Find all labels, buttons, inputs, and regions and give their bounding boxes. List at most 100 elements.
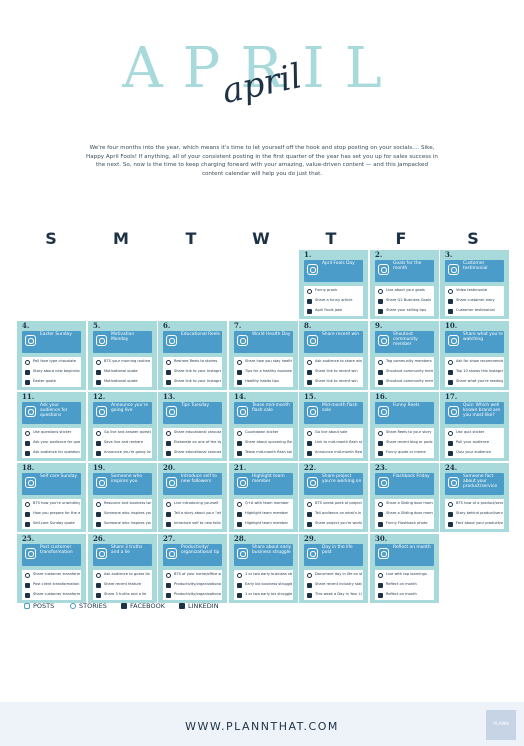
sub-item[interactable]: Share your selling tips	[375, 306, 434, 316]
sub-item[interactable]: Story about new beginnings	[22, 367, 81, 377]
sub-item[interactable]: Share customer transformation	[22, 590, 81, 600]
post-card[interactable]: Customer testimonial	[445, 260, 504, 282]
sub-item[interactable]: Tell a story about your "why"	[163, 509, 222, 519]
sub-item[interactable]: Early biz business struggle	[234, 580, 293, 590]
sub-item[interactable]: Productivity/organizational tip	[163, 580, 222, 590]
sub-item[interactable]: Ask audience to guess lie	[93, 570, 152, 580]
day-cell[interactable]: 4. Easter Sunday Poll fave type chocolate S…	[17, 321, 86, 390]
sub-item[interactable]: Story behind product/service	[445, 509, 504, 519]
post-card[interactable]: Share about early business struggle	[234, 544, 293, 566]
post-card[interactable]: Highlight team member	[234, 473, 293, 495]
sub-item[interactable]: Share educational carousel	[163, 428, 222, 438]
sub-item[interactable]: Announce you're going live	[93, 448, 152, 458]
day-cell[interactable]: 9. Shoutout community member Tag community…	[370, 321, 439, 390]
day-cell[interactable]: 19. Someone who inspires you Resource and …	[88, 463, 157, 532]
sub-item[interactable]: Top 10 shows this Instagram like	[445, 367, 504, 377]
post-card[interactable]: Funny Reels	[375, 402, 434, 424]
sub-item[interactable]: Reshare Reels to stories	[163, 357, 222, 367]
sub-item[interactable]: Productivity/organizational tip	[163, 590, 222, 600]
sub-item[interactable]: Healthy habits tips	[234, 377, 293, 387]
sub-item[interactable]: Motivational quote	[93, 377, 152, 387]
sub-item[interactable]: BTS of your home/office setup	[163, 570, 222, 580]
post-card[interactable]: Motivation Monday	[93, 331, 152, 353]
sub-item[interactable]: Tips for a healthy business	[234, 367, 293, 377]
sub-item[interactable]: Customer testimonial	[445, 306, 504, 316]
day-cell[interactable]: 2. Goals for the month Live about your goa…	[370, 250, 439, 319]
sub-item[interactable]: Live about your goals	[375, 286, 434, 296]
day-cell[interactable]: 28. Share about early business struggle 1 …	[229, 534, 298, 603]
sub-item[interactable]: Someone who inspires you	[93, 509, 152, 519]
post-card[interactable]: Goals for the month	[375, 260, 434, 282]
sub-item[interactable]: Video testimonial	[445, 286, 504, 296]
sub-item[interactable]: Share recent industry stat	[304, 580, 363, 590]
day-cell[interactable]: 13. Tips Tuesday Share educational carouse…	[158, 392, 227, 461]
day-cell[interactable]: 26. Share 3 truths and a lie Ask audience …	[88, 534, 157, 603]
day-cell[interactable]: 1. April Fools Day Funny prank Share a funn…	[299, 250, 368, 319]
sub-item[interactable]: Share link to recent win	[304, 377, 363, 387]
sub-item[interactable]: Resource and business tweets	[93, 499, 152, 509]
sub-item[interactable]: Save live and reshare	[93, 438, 152, 448]
day-cell[interactable]: 20. Introduce self to new followers Live i…	[158, 463, 227, 532]
sub-item[interactable]: Introduce self to new followers	[163, 519, 222, 529]
sub-item[interactable]: Fact about your product/service	[445, 519, 504, 529]
sub-item[interactable]: Share project you're working on	[304, 519, 363, 529]
day-cell[interactable]: 21. Highlight team member Q+A with team me…	[229, 463, 298, 532]
day-cell[interactable]: 23. Flashback Friday Share a Sliding door …	[370, 463, 439, 532]
sub-item[interactable]: Someone who inspires you	[93, 519, 152, 529]
sub-item[interactable]: This week a Day in Your Life	[304, 590, 363, 600]
day-cell[interactable]: 18. Self care Sunday BTS how you're unwind…	[17, 463, 86, 532]
sub-item[interactable]: Ask your audience for questions	[22, 438, 81, 448]
sub-item[interactable]: Share a funny article	[304, 296, 363, 306]
day-cell[interactable]: 25. Post customer transformation Share cus…	[17, 534, 86, 603]
post-card[interactable]: Educational Reels	[163, 331, 222, 353]
sub-item[interactable]: Use quiz sticker	[445, 428, 504, 438]
post-card[interactable]: Announce you're going live	[93, 402, 152, 424]
sub-item[interactable]: Share link to recent win	[304, 367, 363, 377]
post-card[interactable]: Flashback Friday	[375, 473, 434, 495]
sub-item[interactable]: Live introducing yourself	[163, 499, 222, 509]
sub-item[interactable]: BTS how of a product/service	[445, 499, 504, 509]
sub-item[interactable]: Announce mid-month flash sale	[304, 448, 363, 458]
sub-item[interactable]: Share educational carousel	[163, 448, 222, 458]
sub-item[interactable]: Go live about sale	[304, 428, 363, 438]
post-card[interactable]: Ask your audience for questions	[22, 402, 81, 424]
sub-item[interactable]: Reflect on month	[375, 590, 434, 600]
post-card[interactable]: Someone fact about your product/service	[445, 473, 504, 495]
day-cell[interactable]: 22. Share project you're working on BTS sn…	[299, 463, 368, 532]
sub-item[interactable]: Easter quote	[22, 377, 81, 387]
day-cell[interactable]: 17. Quiz: Which well known brand are you …	[440, 392, 509, 461]
post-card[interactable]: Quiz: Which well known brand are you mos…	[445, 402, 504, 424]
sub-item[interactable]: Self-care Sunday quote	[22, 519, 81, 529]
day-cell[interactable]: 24. Someone fact about your product/servi…	[440, 463, 509, 532]
sub-item[interactable]: Share Reels to your story	[375, 428, 434, 438]
day-cell[interactable]: 29. Day in the life post Document day in l…	[299, 534, 368, 603]
sub-item[interactable]: Funny Flashback photo	[375, 519, 434, 529]
day-cell[interactable]: 30. Reflect on month Live with top learnin…	[370, 534, 439, 603]
sub-item[interactable]: Share about upcoming flash sale	[234, 438, 293, 448]
day-cell[interactable]: 11. Ask your audience for questions Use qu…	[17, 392, 86, 461]
post-card[interactable]: Introduce self to new followers	[163, 473, 222, 495]
day-cell[interactable]: 6. Educational Reels Reshare Reels to stor…	[158, 321, 227, 390]
day-cell[interactable]: 10. Share what you're watching Ask for sho…	[440, 321, 509, 390]
sub-item[interactable]: Ask audience for questions	[22, 448, 81, 458]
sub-item[interactable]: Share a Sliding door moment	[375, 499, 434, 509]
sub-item[interactable]: Share what you're reading	[445, 377, 504, 387]
sub-item[interactable]: Ask audience to share wins	[304, 357, 363, 367]
sub-item[interactable]: 1 or two early business struggles	[234, 570, 293, 580]
sub-item[interactable]: Shoutout community member	[375, 377, 434, 387]
sub-item[interactable]: Poll fave type chocolate	[22, 357, 81, 367]
post-card[interactable]: Post customer transformation	[22, 544, 81, 566]
day-cell[interactable]: 27. Productivity/ organizational tip BTS o…	[158, 534, 227, 603]
sub-item[interactable]: Highlight team member	[234, 509, 293, 519]
sub-item[interactable]: Share a Sliding door moment	[375, 509, 434, 519]
post-card[interactable]: Reflect on month	[375, 544, 434, 566]
post-card[interactable]: Share project you're working on	[304, 473, 363, 495]
sub-item[interactable]: Poll your audience	[445, 438, 504, 448]
post-card[interactable]: Tease mid-month flash sale	[234, 402, 293, 424]
day-cell[interactable]: 16. Funny Reels Share Reels to your story S…	[370, 392, 439, 461]
sub-item[interactable]: BTS how you're unwinding	[22, 499, 81, 509]
sub-item[interactable]: Post client transformation	[22, 580, 81, 590]
sub-item[interactable]: 1 or two early biz struggles	[234, 590, 293, 600]
post-card[interactable]: Tips Tuesday	[163, 402, 222, 424]
post-card[interactable]: Share recent win	[304, 331, 363, 353]
